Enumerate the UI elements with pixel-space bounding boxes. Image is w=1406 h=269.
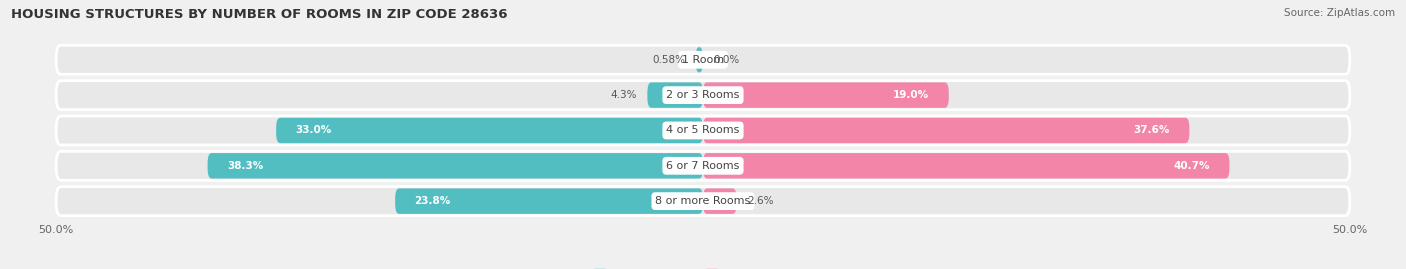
Text: 23.8%: 23.8% [415, 196, 451, 206]
Text: 6 or 7 Rooms: 6 or 7 Rooms [666, 161, 740, 171]
FancyBboxPatch shape [703, 188, 737, 214]
Text: HOUSING STRUCTURES BY NUMBER OF ROOMS IN ZIP CODE 28636: HOUSING STRUCTURES BY NUMBER OF ROOMS IN… [11, 8, 508, 21]
Text: Source: ZipAtlas.com: Source: ZipAtlas.com [1284, 8, 1395, 18]
Text: 38.3%: 38.3% [226, 161, 263, 171]
Text: 37.6%: 37.6% [1133, 125, 1170, 136]
FancyBboxPatch shape [56, 81, 1350, 109]
FancyBboxPatch shape [703, 153, 1229, 179]
FancyBboxPatch shape [696, 47, 703, 73]
Text: 4 or 5 Rooms: 4 or 5 Rooms [666, 125, 740, 136]
FancyBboxPatch shape [56, 187, 1350, 216]
Text: 1 Room: 1 Room [682, 55, 724, 65]
Text: 33.0%: 33.0% [295, 125, 332, 136]
FancyBboxPatch shape [276, 118, 703, 143]
Text: 40.7%: 40.7% [1174, 161, 1211, 171]
FancyBboxPatch shape [395, 188, 703, 214]
FancyBboxPatch shape [56, 116, 1350, 145]
Text: 19.0%: 19.0% [893, 90, 929, 100]
FancyBboxPatch shape [56, 45, 1350, 74]
FancyBboxPatch shape [208, 153, 703, 179]
Text: 8 or more Rooms: 8 or more Rooms [655, 196, 751, 206]
Text: 0.0%: 0.0% [713, 55, 740, 65]
FancyBboxPatch shape [56, 151, 1350, 180]
FancyBboxPatch shape [647, 82, 703, 108]
Text: 0.58%: 0.58% [652, 55, 685, 65]
Text: 4.3%: 4.3% [610, 90, 637, 100]
Text: 2 or 3 Rooms: 2 or 3 Rooms [666, 90, 740, 100]
FancyBboxPatch shape [703, 118, 1189, 143]
Legend: Owner-occupied, Renter-occupied: Owner-occupied, Renter-occupied [589, 264, 817, 269]
FancyBboxPatch shape [703, 82, 949, 108]
Text: 2.6%: 2.6% [747, 196, 773, 206]
